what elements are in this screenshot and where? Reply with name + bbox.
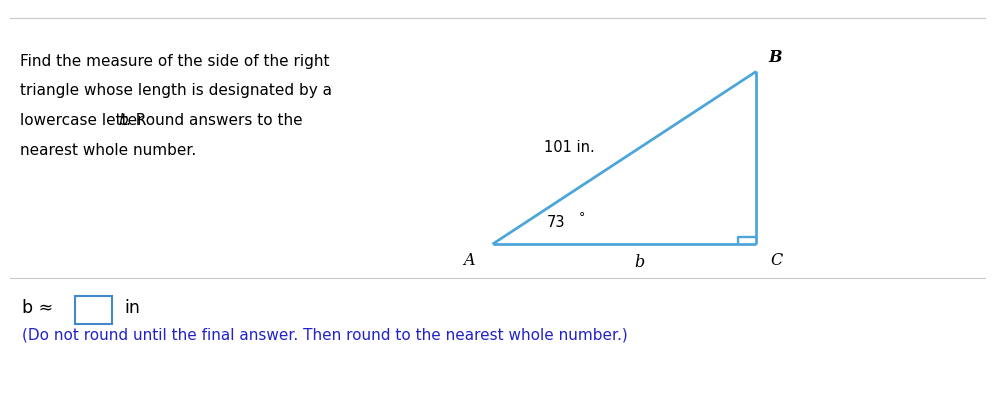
Bar — [75, 296, 112, 324]
Text: Find the measure of the side of the right: Find the measure of the side of the righ… — [20, 54, 329, 69]
Text: °: ° — [579, 211, 584, 224]
Text: nearest whole number.: nearest whole number. — [20, 143, 196, 158]
Text: C: C — [769, 252, 781, 269]
Text: triangle whose length is designated by a: triangle whose length is designated by a — [20, 83, 332, 98]
Text: in: in — [124, 299, 140, 317]
Text: (Do not round until the final answer. Then round to the nearest whole number.): (Do not round until the final answer. Th… — [22, 328, 627, 343]
Text: b: b — [633, 254, 644, 271]
Text: b ≈: b ≈ — [22, 299, 53, 317]
Text: 73: 73 — [547, 215, 566, 230]
Text: 101 in.: 101 in. — [544, 141, 594, 155]
Text: lowercase letter: lowercase letter — [20, 113, 148, 128]
Text: A: A — [462, 252, 474, 269]
Text: . Round answers to the: . Round answers to the — [125, 113, 302, 128]
Text: B: B — [767, 48, 781, 66]
Text: b: b — [118, 113, 128, 128]
